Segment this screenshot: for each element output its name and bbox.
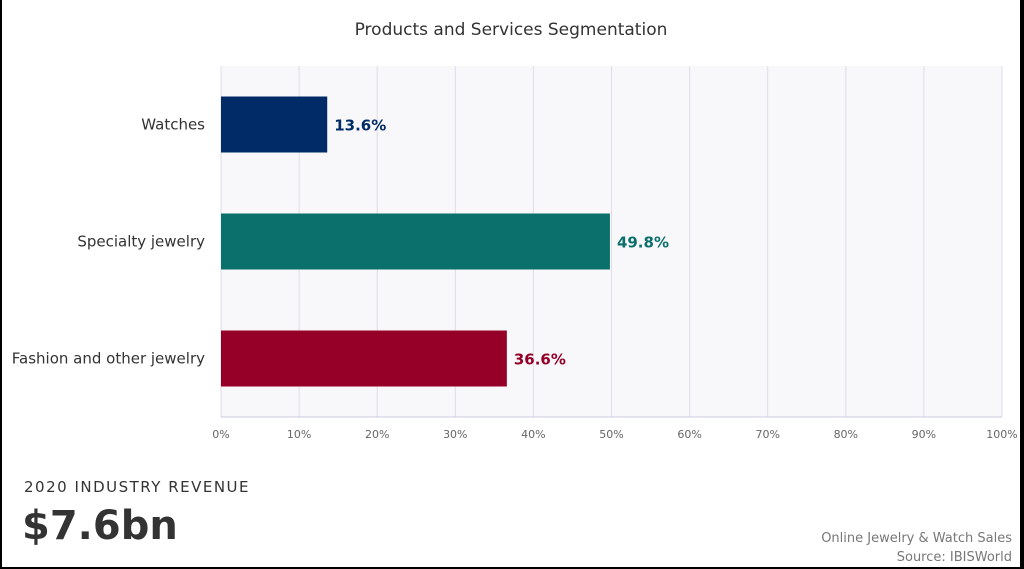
x-tick-label: 20% [365, 428, 389, 441]
category-label: Specialty jewelry [77, 233, 205, 251]
chart-title: Products and Services Segmentation [354, 20, 668, 40]
footer: Online Jewelry & Watch Sales Source: IBI… [821, 529, 1012, 567]
revenue-value: $7.6bn [22, 503, 178, 549]
value-label: 13.6% [334, 117, 386, 135]
revenue-caption: 2020 INDUSTRY REVENUE [24, 478, 251, 496]
category-label: Watches [141, 116, 205, 134]
category-label: Fashion and other jewelry [12, 350, 205, 368]
x-tick-label: 30% [443, 428, 467, 441]
bar [221, 96, 328, 153]
x-tick-label: 90% [912, 428, 936, 441]
x-tick-label: 70% [755, 428, 779, 441]
industry-name: Online Jewelry & Watch Sales [821, 531, 1012, 546]
x-tick-label: 10% [287, 428, 311, 441]
bar [221, 330, 507, 387]
x-tick-label: 80% [834, 428, 858, 441]
x-tick-label: 60% [677, 428, 701, 441]
value-label: 36.6% [514, 351, 566, 369]
bar [221, 213, 610, 270]
x-tick-label: 100% [986, 428, 1017, 441]
value-label: 49.8% [617, 234, 669, 252]
x-tick-label: 50% [599, 428, 623, 441]
source-label: Source: IBISWorld [896, 550, 1012, 565]
bar-chart: 0% 10% 20% 30% 40% 50% 60% 70% 80% 90% 100% Watches… [12, 66, 1018, 441]
x-tick-label: 40% [521, 428, 545, 441]
x-tick-label: 0% [212, 428, 229, 441]
